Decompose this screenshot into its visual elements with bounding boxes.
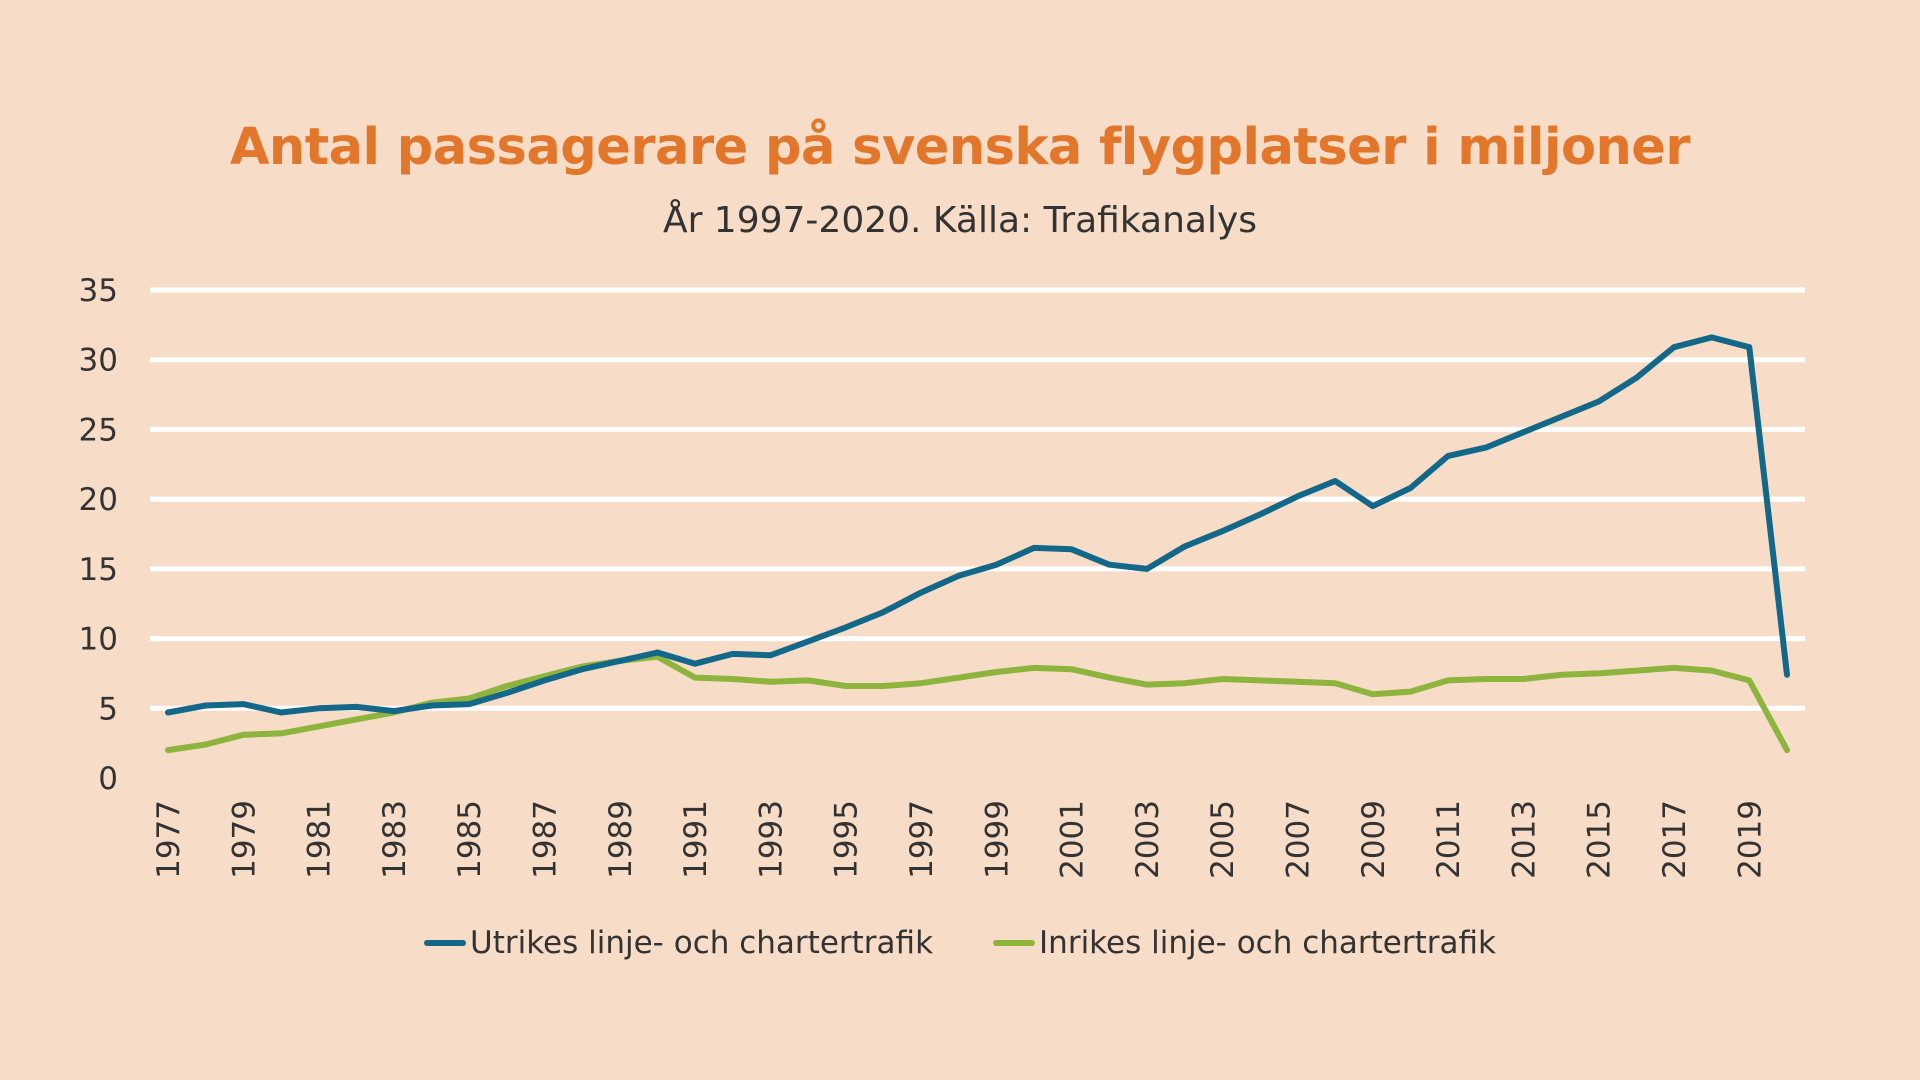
y-tick-label: 25 — [79, 412, 118, 448]
x-tick-label: 1991 — [678, 800, 714, 879]
x-axis-ticks: 1977 1979 1981 1983 1985 1987 1989 1991 1993 1995… — [151, 800, 1768, 879]
y-tick-label: 15 — [79, 552, 118, 588]
chart-subtitle: År 1997-2020. Källa: Trafikanalys — [662, 200, 1258, 241]
x-tick-label: 2001 — [1055, 800, 1091, 879]
x-tick-label: 1995 — [829, 800, 865, 879]
chart-title: Antal passagerare på svenska flygplatser… — [229, 118, 1691, 177]
legend-swatch-utrikes — [424, 940, 466, 946]
y-tick-label: 0 — [98, 761, 118, 797]
x-tick-label: 2007 — [1281, 800, 1317, 879]
series-line-inrikes — [165, 653, 1790, 754]
legend: Utrikes linje- och chartertrafik Inrikes… — [0, 925, 1920, 961]
y-tick-label: 20 — [79, 482, 118, 518]
legend-label-inrikes: Inrikes linje- och chartertrafik — [1039, 925, 1496, 961]
x-tick-label: 2005 — [1205, 800, 1241, 879]
series-line-utrikes — [165, 334, 1790, 716]
x-tick-label: 1989 — [603, 800, 639, 879]
y-axis-ticks: 0 5 10 15 20 25 30 35 — [79, 273, 118, 797]
y-tick-label: 30 — [79, 343, 118, 379]
x-tick-label: 1985 — [452, 800, 488, 879]
grid-lines — [150, 287, 1805, 711]
series-lines — [165, 334, 1790, 754]
x-tick-label: 1983 — [377, 800, 413, 879]
x-tick-label: 2019 — [1732, 800, 1768, 879]
x-tick-label: 2013 — [1506, 800, 1542, 879]
x-tick-label: 2015 — [1582, 800, 1618, 879]
legend-label-utrikes: Utrikes linje- och chartertrafik — [470, 925, 934, 961]
x-tick-label: 1987 — [528, 800, 564, 879]
x-tick-label: 2011 — [1431, 800, 1467, 879]
x-tick-label: 1997 — [904, 800, 940, 879]
legend-item-inrikes: Inrikes linje- och chartertrafik — [993, 925, 1496, 961]
x-tick-label: 1999 — [979, 800, 1015, 879]
x-tick-label: 1979 — [226, 800, 262, 879]
legend-item-utrikes: Utrikes linje- och chartertrafik — [424, 925, 933, 961]
x-tick-label: 1981 — [302, 800, 338, 879]
x-tick-label: 2017 — [1657, 800, 1693, 879]
y-tick-label: 5 — [98, 691, 118, 727]
x-tick-label: 1977 — [151, 800, 187, 879]
x-tick-label: 2003 — [1130, 800, 1166, 879]
x-tick-label: 2009 — [1356, 800, 1392, 879]
x-tick-label: 1993 — [753, 800, 789, 879]
legend-swatch-inrikes — [993, 940, 1036, 946]
y-tick-label: 35 — [79, 273, 118, 309]
y-tick-label: 10 — [79, 622, 118, 658]
